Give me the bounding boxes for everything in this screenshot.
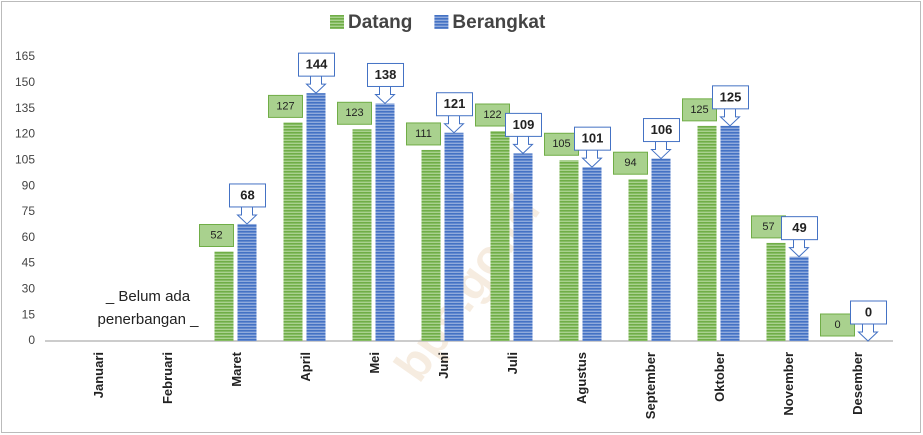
y-tick-label: 75 xyxy=(22,204,36,218)
data-label: 106 xyxy=(651,122,673,137)
data-label-box xyxy=(850,300,887,325)
y-tick-label: 105 xyxy=(15,152,35,166)
bar xyxy=(283,122,303,341)
data-label: 0 xyxy=(834,319,840,331)
data-label-box xyxy=(613,151,648,175)
bar xyxy=(214,251,234,341)
annotation: penerbangan _ xyxy=(98,311,200,328)
y-tick-label: 15 xyxy=(22,307,36,321)
x-tick-label: Juni xyxy=(436,352,451,379)
bar xyxy=(237,223,257,341)
x-tick-label: Juli xyxy=(505,352,520,374)
bar xyxy=(306,93,326,342)
data-label: 123 xyxy=(345,107,363,119)
legend-swatch xyxy=(434,15,449,29)
data-label: 138 xyxy=(375,67,397,82)
data-label: 105 xyxy=(552,138,570,150)
y-tick-label: 0 xyxy=(28,333,35,347)
bar xyxy=(352,129,372,341)
y-tick-label: 60 xyxy=(22,230,36,244)
x-tick-label: Maret xyxy=(229,351,244,386)
bar xyxy=(513,153,533,341)
legend-swatch xyxy=(330,15,344,29)
y-tick-label: 45 xyxy=(22,256,36,270)
data-label: 121 xyxy=(444,96,466,111)
x-tick-label: September xyxy=(643,352,658,419)
callout-arrow xyxy=(788,238,810,258)
data-label: 52 xyxy=(210,229,222,241)
data-label: 144 xyxy=(306,57,328,72)
x-tick-label: Agustus xyxy=(574,352,589,404)
y-tick-label: 135 xyxy=(15,101,35,115)
callout-arrow xyxy=(719,107,741,127)
bar xyxy=(789,256,809,341)
data-label-box xyxy=(781,216,818,241)
bar xyxy=(559,160,579,341)
x-tick-label: Januari xyxy=(91,352,106,398)
data-label-box xyxy=(574,126,611,151)
data-label-box xyxy=(643,118,680,143)
x-tick-label: November xyxy=(781,352,796,416)
bar xyxy=(651,158,671,341)
data-label: 109 xyxy=(513,117,535,132)
y-tick-label: 90 xyxy=(22,178,36,192)
legend-label: Berangkat xyxy=(452,12,546,33)
data-label: 57 xyxy=(762,221,774,233)
data-label-box xyxy=(367,62,404,87)
data-label: 0 xyxy=(865,304,872,319)
y-tick-label: 120 xyxy=(15,127,35,141)
y-tick-label: 165 xyxy=(15,49,35,63)
data-label-box xyxy=(682,98,717,122)
y-tick-label: 30 xyxy=(22,282,36,296)
x-tick-label: Desember xyxy=(850,352,865,415)
x-tick-label: Oktober xyxy=(712,352,727,402)
bar xyxy=(421,149,441,341)
data-label: 49 xyxy=(792,220,806,235)
callout-arrow xyxy=(374,85,396,105)
y-tick-label: 150 xyxy=(15,75,35,89)
data-label-box xyxy=(712,85,749,110)
data-label-box xyxy=(229,183,266,208)
data-label-box xyxy=(436,92,473,117)
data-label: 111 xyxy=(415,128,432,140)
bar xyxy=(628,179,648,341)
data-label-box xyxy=(406,122,441,146)
bar xyxy=(766,242,786,341)
legend-label: Datang xyxy=(348,12,412,33)
bar xyxy=(720,125,740,342)
data-label-box xyxy=(298,52,335,77)
data-label-box xyxy=(505,112,542,137)
x-tick-label: April xyxy=(298,352,313,382)
callout-arrow xyxy=(236,205,258,225)
data-label: 68 xyxy=(240,187,254,202)
callout-arrow xyxy=(512,135,534,155)
x-tick-label: Mei xyxy=(367,352,382,374)
callout-arrow xyxy=(443,114,465,134)
data-label: 125 xyxy=(690,104,708,116)
data-label: 125 xyxy=(720,89,742,104)
bar xyxy=(490,131,510,341)
callout-arrow xyxy=(581,149,603,168)
bar xyxy=(582,167,602,341)
callout-arrow xyxy=(857,323,879,342)
x-tick-label: Februari xyxy=(160,352,175,404)
data-label: 101 xyxy=(582,131,604,146)
data-label: 127 xyxy=(276,100,294,112)
bar xyxy=(697,125,717,342)
data-label-box xyxy=(199,223,234,247)
data-label-box xyxy=(820,313,855,337)
bar xyxy=(375,103,395,342)
annotation: _ Belum ada xyxy=(105,288,191,305)
callout-arrow xyxy=(305,75,327,94)
data-label-box xyxy=(268,94,303,118)
bar xyxy=(444,132,464,341)
callout-arrow xyxy=(650,140,672,160)
data-label-box xyxy=(337,101,372,125)
data-label: 122 xyxy=(483,109,501,121)
data-label: 94 xyxy=(624,157,636,169)
